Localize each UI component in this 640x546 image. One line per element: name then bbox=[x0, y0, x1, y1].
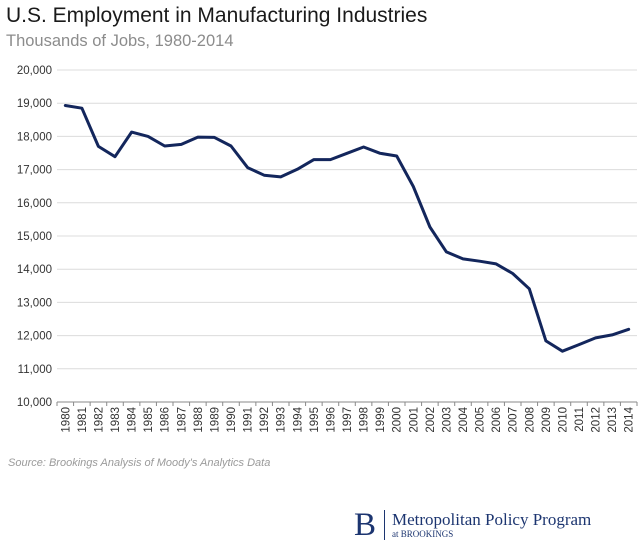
x-tick-label: 1990 bbox=[226, 407, 238, 433]
data-point bbox=[594, 336, 597, 339]
chart-title: U.S. Employment in Manufacturing Industr… bbox=[6, 4, 428, 27]
data-point bbox=[296, 168, 299, 171]
data-point bbox=[412, 185, 415, 188]
data-point bbox=[213, 136, 216, 139]
data-point bbox=[362, 146, 365, 149]
data-point bbox=[329, 158, 332, 161]
data-point bbox=[312, 158, 315, 161]
data-point bbox=[395, 154, 398, 157]
data-point bbox=[611, 333, 614, 336]
x-tick-label: 2005 bbox=[475, 407, 487, 433]
y-tick-label: 18,000 bbox=[17, 131, 52, 143]
source-note: Source: Brookings Analysis of Moody's An… bbox=[8, 457, 271, 469]
brookings-logo-icon: B bbox=[354, 506, 377, 543]
x-tick-label: 1991 bbox=[243, 407, 255, 433]
data-point bbox=[130, 131, 133, 134]
brand-name: Metropolitan Policy Program bbox=[392, 509, 592, 529]
data-point bbox=[578, 343, 581, 346]
x-tick-label: 2009 bbox=[541, 407, 553, 433]
x-tick-label: 1992 bbox=[259, 407, 271, 433]
data-point bbox=[97, 145, 100, 148]
data-point bbox=[346, 152, 349, 155]
x-tick-label: 2002 bbox=[425, 407, 437, 433]
y-tick-label: 13,000 bbox=[17, 297, 52, 309]
x-tick-label: 2004 bbox=[458, 406, 470, 432]
x-tick-label: 2003 bbox=[441, 407, 453, 433]
x-tick-label: 1984 bbox=[127, 406, 139, 432]
x-tick-label: 1981 bbox=[77, 407, 89, 433]
y-tick-label: 14,000 bbox=[17, 264, 52, 276]
x-tick-label: 2007 bbox=[508, 407, 520, 433]
x-tick-label: 1998 bbox=[359, 407, 371, 433]
series-line-manufacturing-jobs bbox=[63, 104, 631, 353]
x-tick-label: 2001 bbox=[408, 407, 420, 433]
x-tick-label: 1989 bbox=[209, 407, 221, 433]
data-point bbox=[495, 262, 498, 265]
x-tick-label: 1980 bbox=[60, 407, 72, 433]
data-point bbox=[544, 339, 547, 342]
x-tick-label: 2006 bbox=[491, 407, 503, 433]
x-tick-label: 2008 bbox=[524, 407, 536, 433]
data-point bbox=[528, 287, 531, 290]
y-tick-label: 20,000 bbox=[17, 65, 52, 77]
y-tick-label: 15,000 bbox=[17, 231, 52, 243]
data-point bbox=[428, 226, 431, 229]
data-point bbox=[511, 272, 514, 275]
y-tick-label: 19,000 bbox=[17, 98, 52, 110]
data-point bbox=[80, 107, 83, 110]
brand-divider bbox=[384, 510, 386, 540]
x-tick-label: 2000 bbox=[392, 407, 404, 433]
x-tick-label: 2013 bbox=[607, 407, 619, 433]
data-point bbox=[379, 152, 382, 155]
x-tick-label: 2014 bbox=[624, 406, 636, 432]
x-tick-label: 1983 bbox=[110, 407, 122, 433]
data-point bbox=[114, 155, 117, 158]
y-tick-label: 12,000 bbox=[17, 331, 52, 343]
data-point bbox=[163, 145, 166, 148]
y-tick-label: 16,000 bbox=[17, 198, 52, 210]
x-tick-label: 1988 bbox=[193, 407, 205, 433]
x-tick-label: 2010 bbox=[557, 407, 569, 433]
data-point bbox=[64, 104, 67, 107]
chart-subtitle: Thousands of Jobs, 1980-2014 bbox=[6, 32, 234, 50]
x-tick-label: 1993 bbox=[276, 407, 288, 433]
line-chart: 10,000 11,000 12,000 13,000 14,000 15,000 16,0… bbox=[17, 65, 638, 433]
x-tick-label: 1996 bbox=[325, 407, 337, 433]
y-tick-label: 10,000 bbox=[17, 397, 52, 409]
x-tick-label: 1994 bbox=[292, 406, 304, 432]
brand-subtitle: at BROOKINGS bbox=[392, 528, 454, 539]
x-tick-label: 2011 bbox=[574, 407, 586, 432]
data-point bbox=[462, 257, 465, 260]
data-point bbox=[279, 175, 282, 178]
x-tick-label: 1987 bbox=[176, 407, 188, 433]
y-tick-label: 11,000 bbox=[18, 364, 52, 376]
data-point bbox=[230, 145, 233, 148]
data-point bbox=[561, 350, 564, 353]
y-tick-label: 17,000 bbox=[17, 165, 52, 177]
x-tick-label: 2012 bbox=[591, 407, 603, 433]
x-tick-label: 1982 bbox=[93, 407, 105, 433]
data-point bbox=[246, 166, 249, 169]
brookings-brand: B Metropolitan Policy Program at BROOKIN… bbox=[354, 508, 591, 542]
x-tick-label: 1997 bbox=[342, 407, 354, 433]
data-point bbox=[445, 250, 448, 253]
x-tick-label: 1986 bbox=[160, 407, 172, 433]
data-point bbox=[196, 136, 199, 139]
x-tick-label: 1995 bbox=[309, 407, 321, 433]
x-tick-label: 1999 bbox=[375, 407, 387, 433]
x-tick-label: 1985 bbox=[143, 407, 155, 433]
data-point bbox=[478, 260, 481, 263]
brand-text: Metropolitan Policy Program at BROOKINGS bbox=[392, 509, 592, 540]
data-point bbox=[180, 143, 183, 146]
data-point bbox=[263, 174, 266, 177]
data-point bbox=[627, 328, 630, 331]
data-point bbox=[147, 135, 150, 138]
